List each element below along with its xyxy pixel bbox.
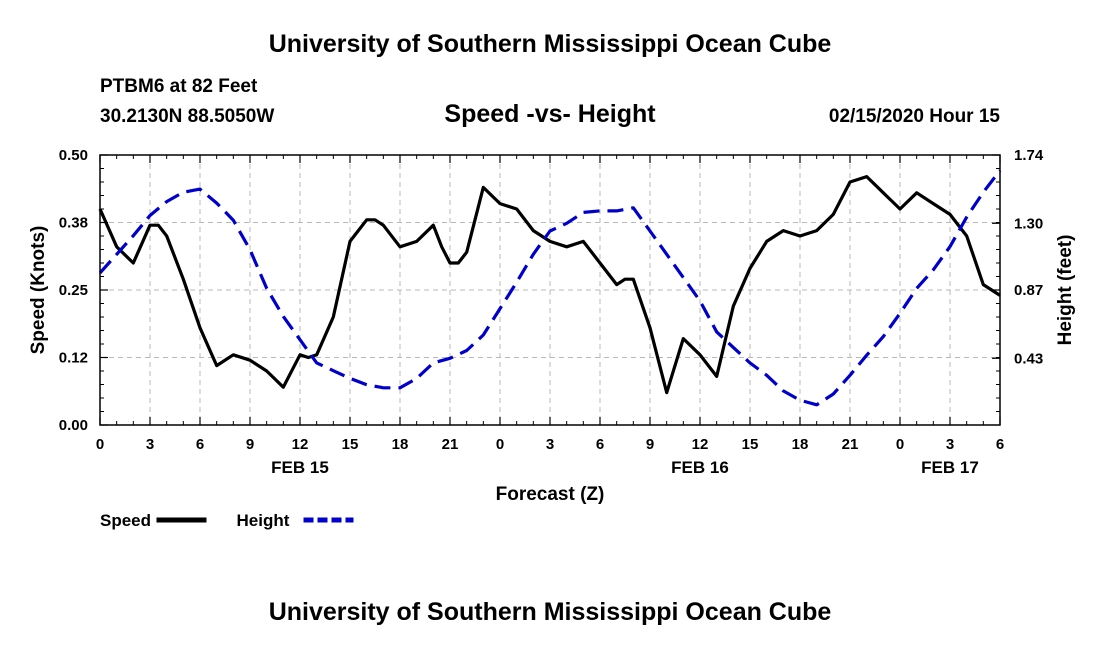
ticks — [99, 154, 1001, 426]
y2-tick-label: 1.30 — [1014, 215, 1043, 232]
y-axis-label: Speed (Knots) — [28, 226, 49, 355]
x-tick-label: 9 — [646, 436, 654, 453]
x-tick-label: 6 — [196, 436, 204, 453]
x-tick-label: 18 — [392, 436, 409, 453]
x-tick-label: 3 — [146, 436, 154, 453]
x-tick-label: 9 — [246, 436, 254, 453]
axis-labels: 0 3 6 9 12 15 18 21 0 3 6 9 12 15 18 21 0 3 6 0.00 0.12 0.25 0… — [28, 147, 1076, 505]
legend: Speed Height — [100, 511, 354, 530]
series-layer — [98, 169, 1002, 407]
series-line-speed — [98, 175, 1001, 395]
footer-title: University of Southern Mississippi Ocean… — [268, 598, 832, 626]
date-label: FEB 17 — [921, 458, 979, 477]
x-tick-label: 0 — [496, 436, 504, 453]
legend-label-height: Height — [237, 511, 290, 530]
y-tick-label: 0.25 — [59, 282, 88, 299]
x-tick-label: 15 — [342, 436, 359, 453]
y2-tick-label: 0.43 — [1014, 350, 1043, 367]
forecast-datetime: 02/15/2020 Hour 15 — [828, 106, 1000, 127]
date-label: FEB 15 — [271, 458, 329, 477]
x-tick-label: 3 — [946, 436, 954, 453]
y-tick-label: 0.00 — [59, 417, 88, 434]
y-tick-label: 0.12 — [59, 350, 88, 367]
x-tick-label: 21 — [842, 436, 859, 453]
x-tick-label: 15 — [742, 436, 759, 453]
x-tick-label: 12 — [692, 436, 709, 453]
x-tick-label: 6 — [996, 436, 1004, 453]
x-tick-label: 18 — [792, 436, 809, 453]
legend-label-speed: Speed — [100, 511, 151, 530]
station-label: PTBM6 at 82 Feet — [100, 76, 258, 97]
grid — [100, 155, 1000, 425]
coordinates-label: 30.2130N 88.5050W — [100, 106, 275, 127]
y-tick-label: 0.50 — [59, 147, 88, 164]
x-tick-label: 3 — [546, 436, 554, 453]
chart-title: Speed -vs- Height — [444, 100, 656, 128]
page-title: University of Southern Mississippi Ocean… — [268, 30, 832, 58]
y2-axis-label: Height (feet) — [1055, 235, 1076, 346]
series-line-height — [98, 169, 1002, 407]
y-tick-label: 0.38 — [59, 215, 88, 232]
x-tick-label: 0 — [896, 436, 904, 453]
y2-tick-label: 1.74 — [1014, 147, 1044, 164]
y2-tick-label: 0.87 — [1014, 282, 1043, 299]
x-tick-label: 12 — [292, 436, 309, 453]
x-tick-label: 0 — [96, 436, 104, 453]
x-axis-label: Forecast (Z) — [496, 484, 605, 505]
date-label: FEB 16 — [671, 458, 729, 477]
x-tick-label: 6 — [596, 436, 604, 453]
x-tick-label: 21 — [442, 436, 459, 453]
